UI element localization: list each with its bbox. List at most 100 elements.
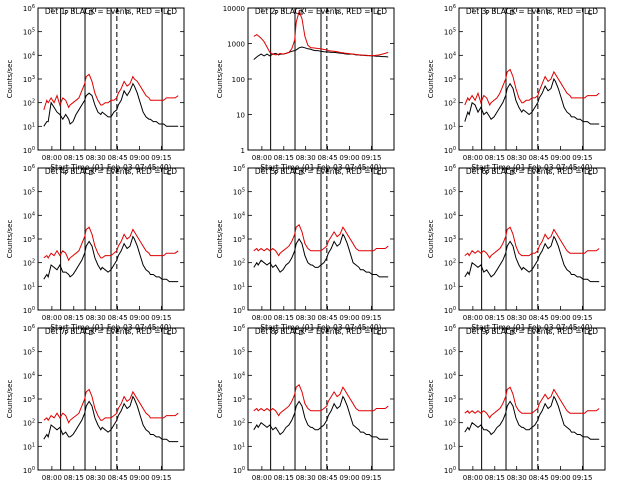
- y-tick-label: 10000: [223, 5, 245, 13]
- x-tick-label: 08:45: [528, 314, 548, 322]
- lld-series-line: [43, 73, 179, 110]
- y-tick-label: 100: [233, 466, 245, 475]
- y-tick-label: 106: [444, 324, 456, 333]
- y-tick-label: 105: [23, 28, 35, 37]
- events-series-line: [253, 395, 389, 440]
- marker-label: P: [274, 329, 278, 337]
- marker-label: P: [274, 169, 278, 177]
- marker-label: D: [509, 329, 514, 337]
- x-tick-label: 08:30: [507, 154, 527, 162]
- x-tick-label: 08:30: [86, 314, 106, 322]
- x-tick-label: 08:15: [64, 154, 84, 162]
- events-series-line: [464, 77, 600, 125]
- x-tick-label: 08:45: [107, 154, 127, 162]
- y-tick-label: 100: [233, 306, 245, 315]
- marker-label: D: [88, 9, 93, 17]
- y-axis-label: Counts/sec: [6, 220, 14, 259]
- marker-label: D: [509, 169, 514, 177]
- detector-panel: 1 10 100 1000 10000 08:00 08:15 08:30 08:45 09:00…: [216, 5, 395, 172]
- panel-title: Det 3: BLACK = Events, RED = LLD: [466, 7, 598, 16]
- lld-series-line: [253, 383, 389, 417]
- x-tick-label: 08:00: [42, 154, 62, 162]
- marker-label: C: [376, 169, 381, 177]
- y-tick-label: 105: [444, 188, 456, 197]
- y-tick-label: 106: [233, 164, 245, 173]
- x-tick-label: 09:00: [129, 314, 149, 322]
- y-tick-label: 100: [23, 146, 35, 155]
- x-tick-label: 08:15: [64, 474, 84, 480]
- panel-title: Det 5: BLACK = Events, RED = LLD: [255, 167, 387, 176]
- lld-series-line: [253, 10, 389, 57]
- marker-label: C: [166, 169, 171, 177]
- y-tick-label: 10: [236, 112, 245, 120]
- x-tick-label: 08:45: [107, 314, 127, 322]
- x-tick-label: 09:15: [572, 474, 592, 480]
- detector-panel: 100 101 102 103 104 105 106 08:00 08:15 08:30 08:4…: [216, 324, 395, 480]
- y-tick-label: 104: [23, 211, 35, 220]
- marker-label: P: [64, 9, 68, 17]
- lld-series-line: [253, 223, 389, 257]
- marker-label: C: [166, 329, 171, 337]
- y-tick-label: 101: [444, 282, 456, 291]
- marker-label: F: [547, 9, 551, 17]
- y-tick-label: 106: [23, 164, 35, 173]
- marker-label: D: [298, 9, 303, 17]
- y-tick-label: 104: [23, 51, 35, 60]
- x-tick-label: 08:45: [317, 154, 337, 162]
- y-tick-label: 106: [444, 4, 456, 13]
- y-tick-label: 103: [444, 395, 456, 404]
- y-tick-label: 104: [233, 371, 245, 380]
- y-tick-label: 104: [444, 211, 456, 220]
- marker-label: D: [88, 329, 93, 337]
- marker-label: F: [547, 329, 551, 337]
- y-tick-label: 105: [444, 348, 456, 357]
- x-tick-label: 08:15: [485, 314, 505, 322]
- x-tick-label: 08:45: [107, 474, 127, 480]
- y-tick-label: 103: [444, 75, 456, 84]
- marker-label: P: [274, 9, 278, 17]
- y-tick-label: 101: [23, 282, 35, 291]
- lld-series-line: [43, 388, 179, 424]
- marker-label: C: [587, 329, 592, 337]
- x-tick-label: 09:00: [550, 474, 570, 480]
- x-tick-label: 08:00: [252, 154, 272, 162]
- lld-series-line: [464, 226, 600, 259]
- y-tick-label: 105: [233, 188, 245, 197]
- x-tick-label: 09:15: [361, 154, 381, 162]
- marker-label: P: [485, 9, 489, 17]
- marker-label: F: [336, 9, 340, 17]
- y-tick-label: 104: [23, 371, 35, 380]
- y-tick-label: 100: [444, 146, 456, 155]
- detector-panel: 100 101 102 103 104 105 106 08:00 08:15 08:30 08:4…: [427, 324, 606, 480]
- y-tick-label: 102: [444, 99, 456, 108]
- y-axis-label: Counts/sec: [427, 380, 435, 419]
- y-axis-label: Counts/sec: [427, 60, 435, 99]
- y-tick-label: 106: [444, 164, 456, 173]
- x-tick-label: 08:15: [274, 474, 294, 480]
- marker-label: F: [336, 169, 340, 177]
- y-tick-label: 106: [23, 4, 35, 13]
- y-tick-label: 105: [23, 348, 35, 357]
- marker-label: P: [485, 329, 489, 337]
- y-tick-label: 100: [444, 306, 456, 315]
- x-tick-label: 08:15: [274, 154, 294, 162]
- x-tick-label: 08:15: [485, 154, 505, 162]
- marker-label: C: [166, 9, 171, 17]
- panel-title: Det 7: BLACK = Events, RED = LLD: [45, 327, 177, 336]
- y-tick-label: 102: [23, 259, 35, 268]
- x-tick-label: 08:45: [317, 314, 337, 322]
- y-axis-label: Counts/sec: [216, 380, 224, 419]
- events-series-line: [253, 233, 389, 278]
- y-axis-label: Counts/sec: [6, 60, 14, 99]
- detector-panel: 100 101 102 103 104 105 106 08:00 08:15 08:30 08:4…: [216, 164, 395, 332]
- marker-label: P: [64, 169, 68, 177]
- x-tick-label: 08:30: [296, 314, 316, 322]
- x-tick-label: 09:15: [151, 474, 171, 480]
- x-tick-label: 08:45: [528, 154, 548, 162]
- marker-label: F: [336, 329, 340, 337]
- x-tick-label: 09:00: [129, 154, 149, 162]
- panel-title: Det 2: BLACK = Events, RED = LLD: [255, 7, 387, 16]
- x-tick-label: 08:15: [64, 314, 84, 322]
- x-tick-label: 08:15: [274, 314, 294, 322]
- marker-label: P: [485, 169, 489, 177]
